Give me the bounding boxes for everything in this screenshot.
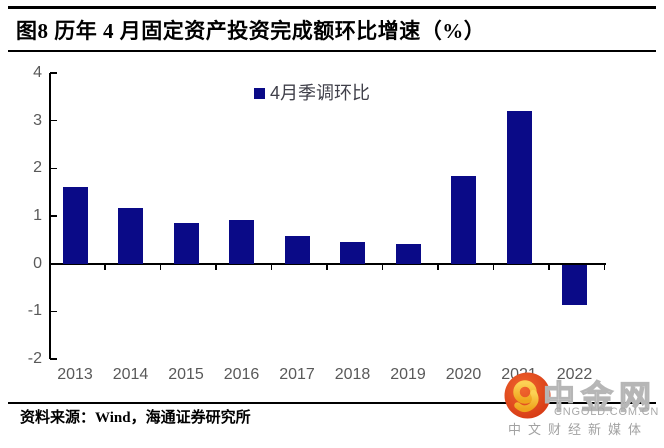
bar-2022 xyxy=(562,264,587,306)
x-label-2018: 2018 xyxy=(334,366,371,383)
x-tick xyxy=(437,264,439,270)
x-tick xyxy=(326,264,328,270)
x-label-2013: 2013 xyxy=(57,366,93,383)
bar-2021 xyxy=(506,111,532,264)
source-divider xyxy=(8,402,656,404)
x-tick xyxy=(603,264,606,270)
figure-title: 图8 历年 4 月固定资产投资完成额环比增速（%） xyxy=(16,19,486,43)
bar-2013 xyxy=(62,187,88,264)
legend-label: 4月季调环比 xyxy=(270,83,371,103)
source-note: 资料来源：Wind，海通证券研究所 xyxy=(20,410,251,426)
y-tick-label: -2 xyxy=(27,350,42,368)
x-tick xyxy=(381,264,384,270)
x-label-2015: 2015 xyxy=(168,366,204,383)
bar-2020 xyxy=(451,176,476,264)
x-label-2020: 2020 xyxy=(445,366,482,383)
bar-2019 xyxy=(395,243,421,264)
y-tick xyxy=(49,167,57,170)
y-tick xyxy=(49,310,57,313)
y-tick xyxy=(49,215,57,217)
chart-legend: 4月季调环比 xyxy=(254,84,370,102)
bar-2015 xyxy=(173,222,199,264)
x-tick xyxy=(215,264,217,270)
y-tick xyxy=(49,358,57,360)
x-tick xyxy=(104,264,106,270)
x-label-2016: 2016 xyxy=(223,366,260,383)
y-tick xyxy=(49,119,57,122)
x-tick xyxy=(270,264,273,270)
x-tick xyxy=(159,264,162,270)
y-tick-label: 0 xyxy=(33,254,42,272)
y-tick xyxy=(49,262,57,265)
x-label-2014: 2014 xyxy=(112,366,149,383)
x-tick xyxy=(492,264,495,270)
x-label-2019: 2019 xyxy=(390,366,426,383)
x-tick xyxy=(548,264,550,270)
x-label-2022: 2022 xyxy=(556,366,593,383)
bar-2018 xyxy=(340,241,365,264)
title-divider xyxy=(8,50,656,52)
y-tick-label: 1 xyxy=(33,207,42,224)
x-label-2017: 2017 xyxy=(279,366,315,383)
y-tick-label: 3 xyxy=(33,111,42,129)
x-axis xyxy=(48,262,606,265)
bar-2016 xyxy=(229,219,254,264)
y-tick-label: 4 xyxy=(33,64,42,81)
y-tick-label: 2 xyxy=(33,159,42,177)
legend-swatch-icon xyxy=(254,87,265,99)
top-divider xyxy=(8,6,656,9)
y-tick-label: -1 xyxy=(27,302,42,320)
bar-2017 xyxy=(284,236,310,264)
bar-2014 xyxy=(118,207,143,264)
x-label-2021: 2021 xyxy=(501,366,537,383)
y-tick xyxy=(49,72,57,74)
